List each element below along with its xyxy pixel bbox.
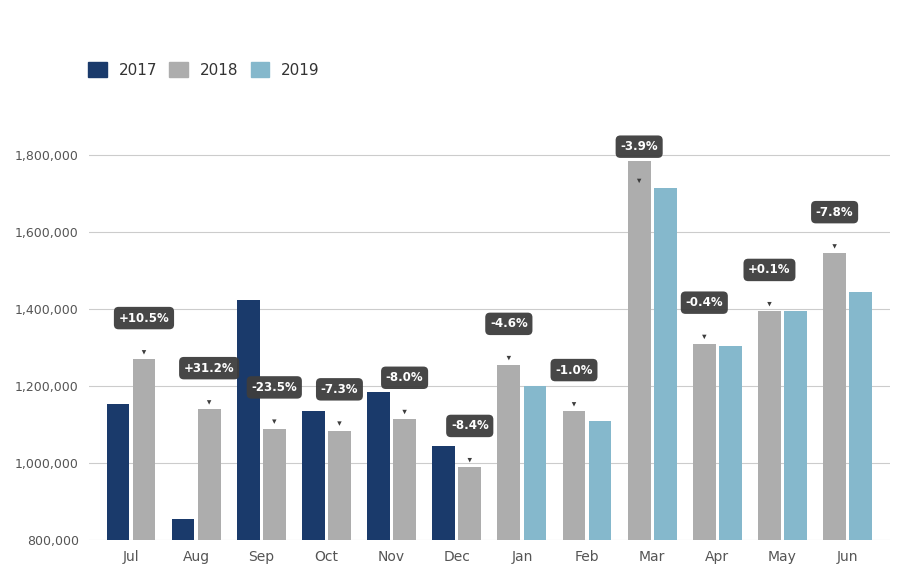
Bar (367, 392, 390, 540)
Text: -4.6%: -4.6% (490, 317, 528, 360)
Bar (563, 411, 586, 540)
Bar (628, 161, 651, 540)
Bar (433, 446, 455, 540)
Text: -23.5%: -23.5% (252, 381, 297, 424)
Bar (302, 411, 325, 540)
Text: -7.3%: -7.3% (320, 383, 358, 426)
Bar (498, 365, 520, 540)
Bar (393, 419, 416, 540)
Bar (653, 188, 677, 540)
Bar (328, 431, 351, 540)
Bar (523, 386, 547, 540)
Bar (784, 311, 807, 540)
Bar (588, 421, 612, 540)
Text: -1.0%: -1.0% (556, 364, 593, 406)
Bar (758, 311, 781, 540)
Text: +0.1%: +0.1% (748, 263, 791, 306)
Bar (693, 344, 716, 540)
Bar (197, 409, 221, 540)
Bar (237, 299, 260, 540)
Legend: 2017, 2018, 2019: 2017, 2018, 2019 (88, 61, 320, 78)
Text: +31.2%: +31.2% (184, 362, 234, 405)
Text: +10.5%: +10.5% (119, 312, 169, 354)
Text: -3.9%: -3.9% (620, 140, 658, 183)
Bar (262, 428, 286, 540)
Bar (172, 519, 195, 540)
Bar (849, 292, 872, 540)
Bar (107, 404, 129, 540)
Bar (132, 359, 156, 540)
Bar (458, 467, 481, 540)
Text: -8.4%: -8.4% (451, 419, 489, 463)
Bar (719, 346, 742, 540)
Bar (824, 254, 846, 540)
Text: -8.0%: -8.0% (386, 371, 424, 414)
Text: -0.4%: -0.4% (685, 296, 723, 339)
Text: -7.8%: -7.8% (815, 206, 853, 248)
